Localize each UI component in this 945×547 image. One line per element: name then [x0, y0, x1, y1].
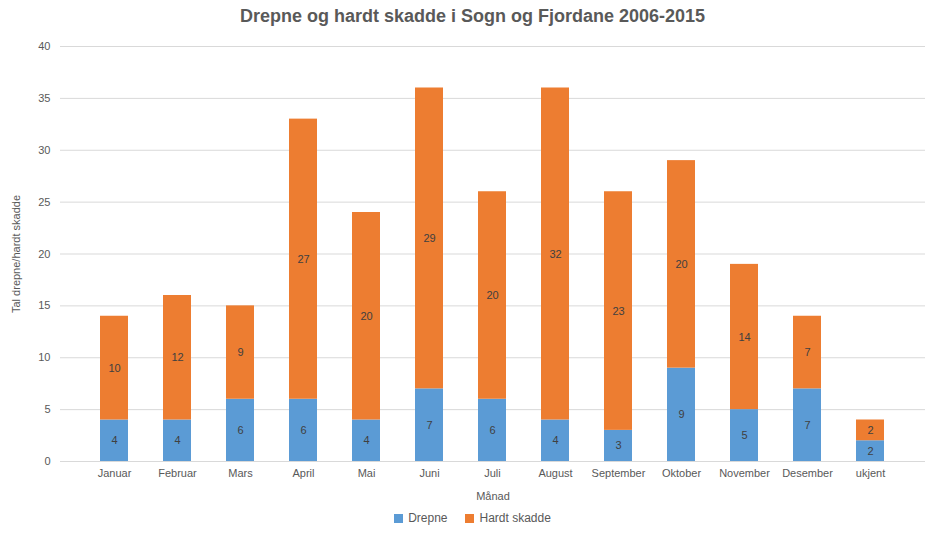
html-text:Drepne: Drepne: [408, 511, 448, 525]
svg-text:12: 12: [171, 351, 183, 363]
svg-text:25: 25: [38, 196, 50, 208]
svg-text:Månad: Månad: [476, 490, 510, 502]
svg-text:29: 29: [423, 232, 435, 244]
svg-text:23: 23: [612, 305, 624, 317]
svg-text:Juli: Juli: [484, 467, 501, 479]
svg-text:0: 0: [44, 455, 50, 467]
svg-text:7: 7: [804, 419, 810, 431]
svg-text:32: 32: [549, 248, 561, 260]
html-text:Hardt skadde: Hardt skadde: [479, 511, 551, 525]
svg-text:4: 4: [174, 434, 180, 446]
svg-text:20: 20: [675, 258, 687, 270]
svg-text:20: 20: [486, 289, 498, 301]
svg-text:20: 20: [360, 310, 372, 322]
svg-text:2: 2: [867, 445, 873, 457]
svg-text:30: 30: [38, 144, 50, 156]
svg-text:Januar: Januar: [98, 467, 132, 479]
svg-text:20: 20: [38, 248, 50, 260]
svg-text:14: 14: [738, 331, 750, 343]
svg-text:April: April: [292, 467, 314, 479]
svg-text:3: 3: [615, 439, 621, 451]
svg-text:6: 6: [300, 424, 306, 436]
svg-text:35: 35: [38, 92, 50, 104]
svg-text:September: September: [592, 467, 646, 479]
svg-text:9: 9: [237, 346, 243, 358]
svg-text:ukjent: ukjent: [856, 467, 885, 479]
svg-text:4: 4: [552, 434, 558, 446]
svg-text:Juni: Juni: [419, 467, 439, 479]
svg-text:27: 27: [297, 253, 309, 265]
svg-text:7: 7: [804, 346, 810, 358]
svg-text:Mars: Mars: [228, 467, 253, 479]
html-text:Drepne og hardt skadde i Sogn: Drepne og hardt skadde i Sogn og Fjordan…: [239, 6, 706, 26]
svg-text:10: 10: [38, 351, 50, 363]
svg-text:40: 40: [38, 40, 50, 52]
svg-text:Februar: Februar: [158, 467, 197, 479]
svg-text:Oktober: Oktober: [662, 467, 701, 479]
svg-text:10: 10: [108, 362, 120, 374]
svg-text:Tal drepne/hardt skadde: Tal drepne/hardt skadde: [10, 195, 22, 313]
svg-text:7: 7: [426, 419, 432, 431]
svg-text:4: 4: [111, 434, 117, 446]
svg-text:4: 4: [363, 434, 369, 446]
svg-text:15: 15: [38, 299, 50, 311]
svg-text:5: 5: [741, 429, 747, 441]
svg-text:2: 2: [867, 424, 873, 436]
svg-text:5: 5: [44, 403, 50, 415]
svg-text:August: August: [538, 467, 572, 479]
svg-text:9: 9: [678, 408, 684, 420]
svg-text:Mai: Mai: [358, 467, 376, 479]
svg-text:Desember: Desember: [782, 467, 833, 479]
svg-text:November: November: [719, 467, 770, 479]
svg-text:6: 6: [237, 424, 243, 436]
svg-text:6: 6: [489, 424, 495, 436]
